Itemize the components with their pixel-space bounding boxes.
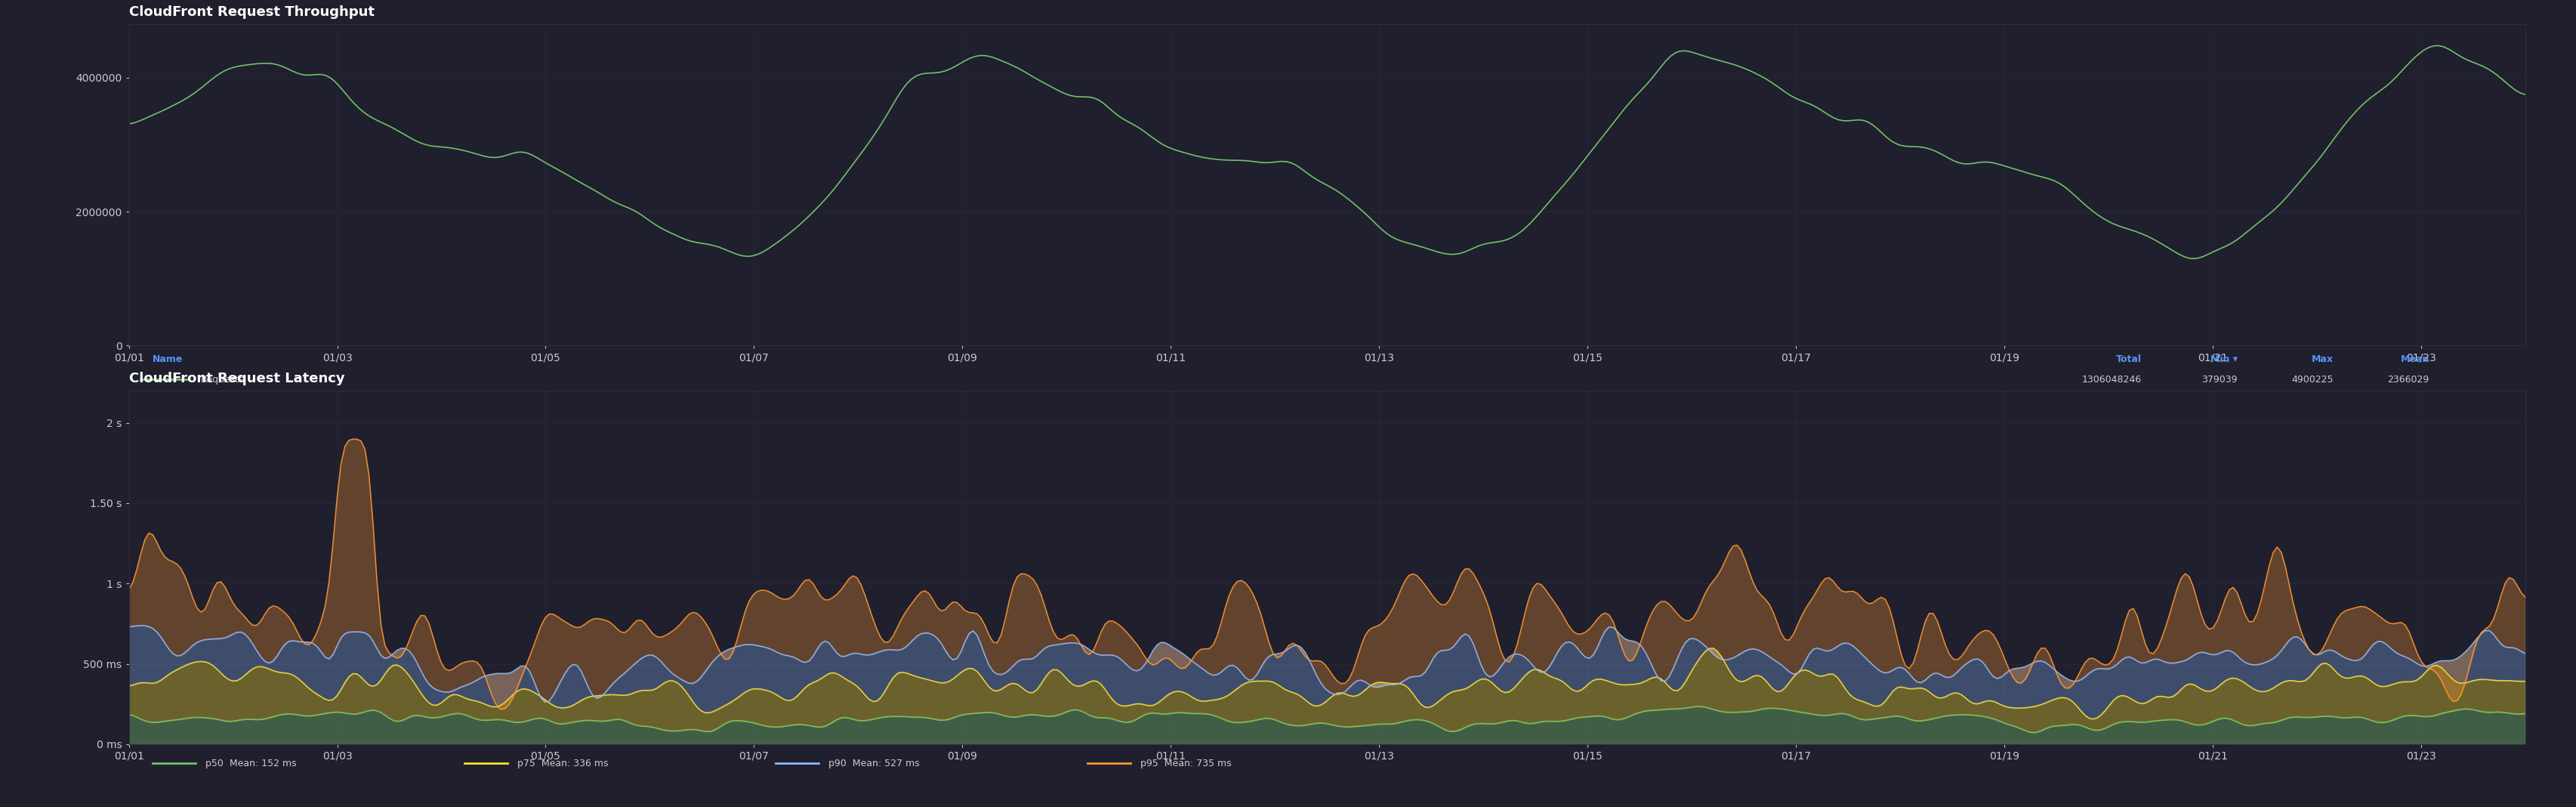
- Text: Mean: Mean: [2401, 354, 2429, 365]
- Text: Name: Name: [152, 354, 183, 365]
- Text: p90  Mean: 527 ms: p90 Mean: 527 ms: [829, 759, 920, 768]
- Text: CloudFront Request Latency: CloudFront Request Latency: [129, 372, 345, 385]
- Text: 4900225: 4900225: [2290, 374, 2334, 384]
- Text: Total: Total: [2115, 354, 2141, 365]
- Text: 379039: 379039: [2200, 374, 2236, 384]
- Text: p75  Mean: 336 ms: p75 Mean: 336 ms: [518, 759, 608, 768]
- Text: Max: Max: [2311, 354, 2334, 365]
- Text: p95  Mean: 735 ms: p95 Mean: 735 ms: [1139, 759, 1231, 768]
- Text: 2366029: 2366029: [2388, 374, 2429, 384]
- Text: p50  Mean: 152 ms: p50 Mean: 152 ms: [206, 759, 296, 768]
- Text: Min ▾: Min ▾: [2210, 354, 2236, 365]
- Text: 1306048246: 1306048246: [2081, 374, 2141, 384]
- Text: Requests: Requests: [201, 374, 245, 384]
- Text: CloudFront Request Throughput: CloudFront Request Throughput: [129, 5, 374, 19]
